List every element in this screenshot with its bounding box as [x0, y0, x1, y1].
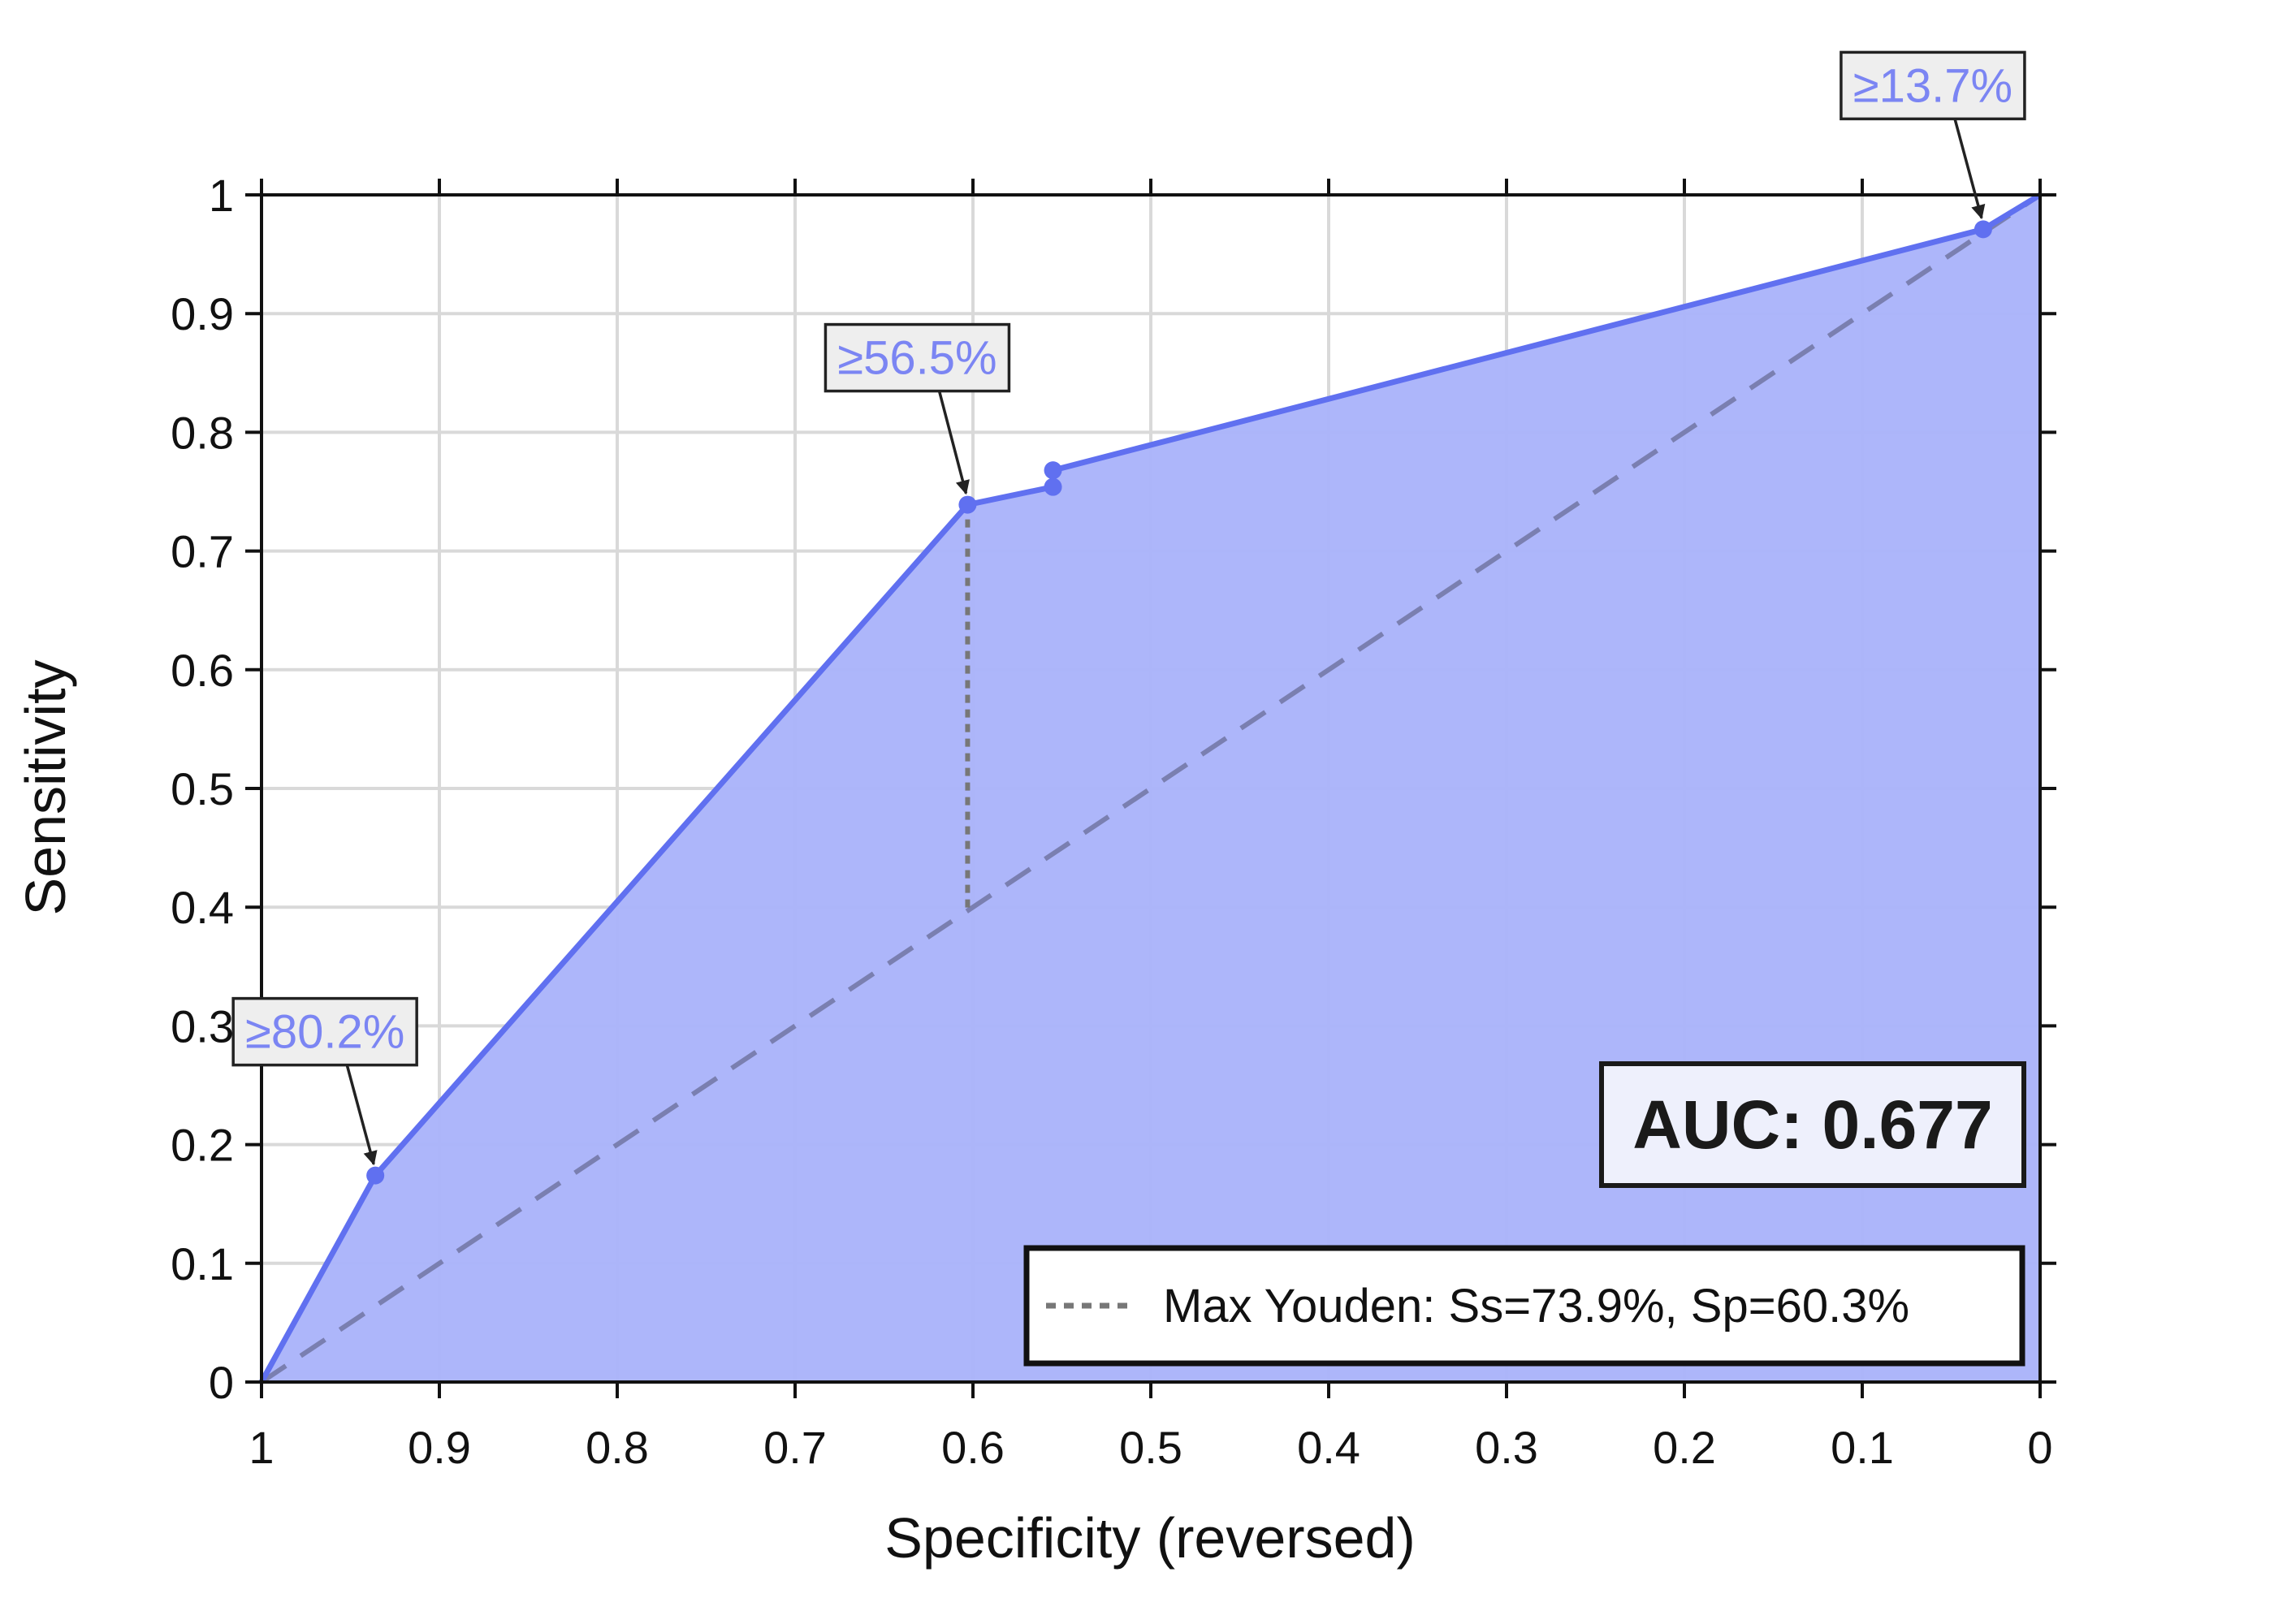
cutoff-annotations: ≥80.2% ≥56.5% ≥13.7%	[231, 50, 2026, 1166]
chance-diagonal	[260, 192, 2042, 1384]
y-tick-label: 1	[209, 170, 234, 221]
x-tick-label: 0.9	[408, 1422, 471, 1473]
annotation-box	[231, 996, 418, 1067]
cutoff-annotation: ≥56.5%	[824, 322, 1011, 495]
x-tick-label: 0.4	[1297, 1422, 1360, 1473]
x-tick-label: 0.3	[1475, 1422, 1538, 1473]
cutoff-label: ≥80.2%	[245, 1006, 404, 1059]
annotation-arrow	[1953, 118, 1986, 220]
y-tick-label: 0.7	[171, 526, 234, 577]
annotation-box	[1840, 50, 2026, 121]
y-tick-label: 0.3	[171, 1000, 234, 1052]
cutoff-label: ≥56.5%	[837, 332, 996, 385]
y-tick-label: 0.9	[171, 288, 234, 339]
legend-entry-youden: Max Youden: Ss=73.9%, Sp=60.3%	[1163, 1280, 1909, 1332]
y-tick-label: 0.6	[171, 645, 234, 696]
auc-box: AUC: 0.677	[1599, 1061, 2026, 1188]
cutoff-annotation: ≥80.2%	[231, 996, 418, 1166]
cutoff-annotation: ≥13.7%	[1840, 50, 2026, 220]
y-tick-label: 0.1	[171, 1238, 234, 1289]
diagonal-line	[260, 192, 2042, 1384]
x-tick-label: 0.6	[941, 1422, 1005, 1473]
x-tick-label: 0.1	[1831, 1422, 1894, 1473]
axis-ticks: 1 0.9 0.8 0.7 0.6 0.5 0.4 0.3 0.2 0.1 0 0 0.1 0.2 0.3 0…	[171, 170, 2056, 1473]
legend: Max Youden: Ss=73.9%, Sp=60.3%	[1023, 1245, 2025, 1367]
annotation-box	[824, 322, 1011, 393]
x-axis-title: Specificity (reversed)	[884, 1506, 1416, 1570]
roc-points	[366, 220, 1992, 1185]
cutoff-label: ≥13.7%	[1853, 59, 2012, 112]
y-tick-label: 0.4	[171, 882, 234, 933]
y-tick-label: 0	[209, 1357, 234, 1408]
x-tick-label: 1	[249, 1422, 274, 1473]
roc-point	[1974, 220, 1992, 239]
annotation-arrow	[937, 391, 970, 495]
roc-point	[366, 1166, 385, 1185]
roc-point	[1044, 477, 1062, 496]
y-axis-title: Sensitivity	[14, 659, 77, 915]
auc-label: AUC: 0.677	[1632, 1086, 1993, 1163]
y-tick-label: 0.8	[171, 407, 234, 458]
y-tick-label: 0.2	[171, 1120, 234, 1171]
x-tick-label: 0	[2027, 1422, 2052, 1473]
annotation-arrow	[345, 1065, 378, 1166]
x-tick-label: 0.7	[763, 1422, 827, 1473]
x-tick-label: 0.5	[1119, 1422, 1182, 1473]
y-tick-label: 0.5	[171, 763, 234, 814]
x-tick-label: 0.2	[1653, 1422, 1716, 1473]
x-tick-label: 0.8	[586, 1422, 649, 1473]
roc-point	[958, 495, 977, 514]
roc-point	[1044, 461, 1062, 480]
